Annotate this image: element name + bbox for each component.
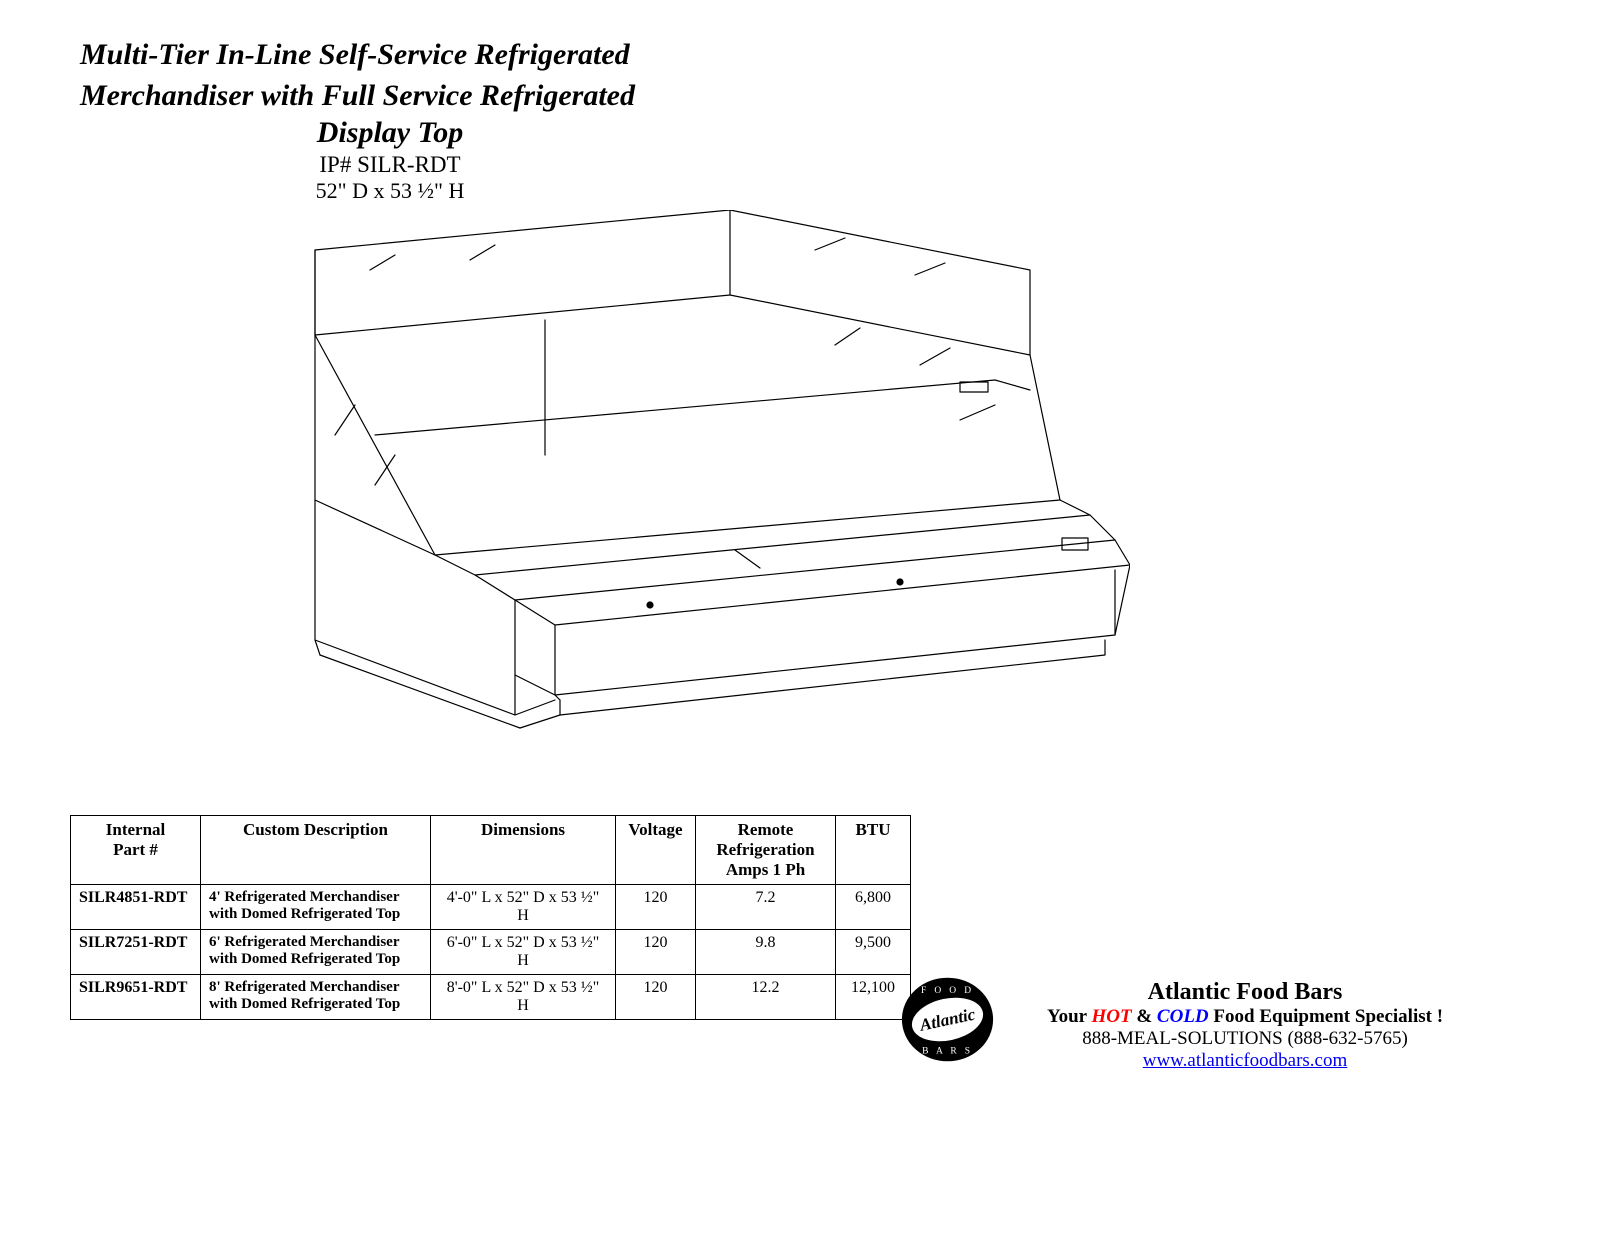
cell-desc-l2: with Domed Refrigerated Top [209,996,400,1012]
cell-part: SILR4851-RDT [71,885,201,930]
cell-btu: 9,500 [836,930,911,975]
title-line-3: Display Top [80,116,700,150]
cell-part: SILR9651-RDT [71,975,201,1020]
table-row: SILR4851-RDT 4' Refrigerated Merchandise… [71,885,911,930]
col-desc: Custom Description [201,816,431,885]
cell-btu: 6,800 [836,885,911,930]
product-line-drawing [260,210,1130,730]
spec-table-body: SILR4851-RDT 4' Refrigerated Merchandise… [71,885,911,1020]
table-row: SILR7251-RDT 6' Refrigerated Merchandise… [71,930,911,975]
cell-desc: 4' Refrigerated Merchandiser with Domed … [201,885,431,930]
cell-dim: 6'-0" L x 52" D x 53 ½" H [431,930,616,975]
title-block: Multi-Tier In-Line Self-Service Refriger… [80,35,700,204]
spec-table: Internal Part # Custom Description Dimen… [70,815,911,1020]
cell-refr: 9.8 [696,930,836,975]
tagline-amp: & [1132,1006,1157,1027]
spec-table-head: Internal Part # Custom Description Dimen… [71,816,911,885]
tagline-hot: HOT [1091,1006,1131,1027]
col-dim: Dimensions [431,816,616,885]
merchandiser-svg [260,210,1130,730]
col-part-l1: Internal [106,820,166,839]
cell-volt: 120 [616,930,696,975]
cell-desc-l1: 4' Refrigerated Merchandiser [209,889,400,905]
title-line-1: Multi-Tier In-Line Self-Service Refriger… [80,35,700,76]
col-part: Internal Part # [71,816,201,885]
cell-desc-l1: 6' Refrigerated Merchandiser [209,934,400,950]
col-refr-l2: Refrigeration [716,840,814,859]
col-refr: Remote Refrigeration Amps 1 Ph [696,816,836,885]
cell-volt: 120 [616,975,696,1020]
cell-refr: 12.2 [696,975,836,1020]
cell-dim: 4'-0" L x 52" D x 53 ½" H [431,885,616,930]
cell-desc: 6' Refrigerated Merchandiser with Domed … [201,930,431,975]
cell-desc: 8' Refrigerated Merchandiser with Domed … [201,975,431,1020]
tagline-cold: COLD [1157,1006,1209,1027]
company-name: Atlantic Food Bars [960,979,1530,1006]
col-refr-l3: Amps 1 Ph [726,860,805,879]
cell-refr: 7.2 [696,885,836,930]
col-volt: Voltage [616,816,696,885]
ip-number: IP# SILR-RDT [80,152,700,178]
table-row: SILR9651-RDT 8' Refrigerated Merchandise… [71,975,911,1020]
col-btu: BTU [836,816,911,885]
tagline: Your HOT & COLD Food Equipment Specialis… [960,1006,1530,1028]
tagline-post: Food Equipment Specialist ! [1209,1006,1443,1027]
col-part-l2: Part # [113,840,158,859]
col-refr-l1: Remote [738,820,794,839]
footer-block: Atlantic Food Bars Your HOT & COLD Food … [960,979,1530,1072]
overall-dimensions: 52" D x 53 ½" H [80,178,700,204]
cell-desc-l1: 8' Refrigerated Merchandiser [209,979,400,995]
cell-volt: 120 [616,885,696,930]
website-link[interactable]: www.atlanticfoodbars.com [1143,1050,1348,1071]
tagline-pre: Your [1047,1006,1092,1027]
cell-dim: 8'-0" L x 52" D x 53 ½" H [431,975,616,1020]
cell-desc-l2: with Domed Refrigerated Top [209,906,400,922]
phone-number: 888-MEAL-SOLUTIONS (888-632-5765) [960,1028,1530,1050]
cell-desc-l2: with Domed Refrigerated Top [209,951,400,967]
title-line-2: Merchandiser with Full Service Refrigera… [80,76,700,117]
cell-part: SILR7251-RDT [71,930,201,975]
